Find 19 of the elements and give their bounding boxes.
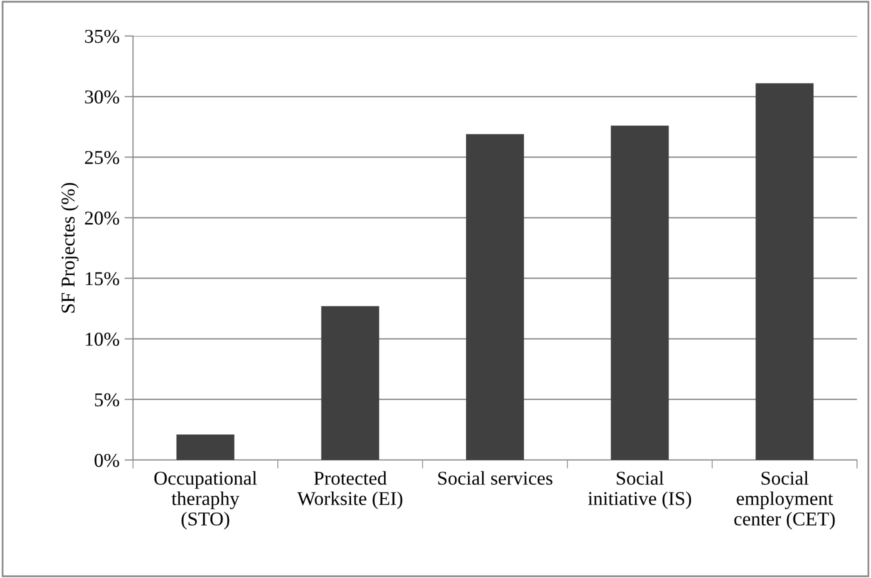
x-tick-label: Occupational theraphy (STO) [154,471,257,530]
y-tick-label: 10% [86,332,120,346]
y-axis-title: SF Projectes (%) [60,182,79,313]
y-tick-label: 15% [86,272,120,286]
bar [756,83,814,460]
x-tick-label: Social services [438,471,552,485]
bar [176,434,234,460]
y-tick-label: 35% [85,30,120,43]
bar [466,134,524,460]
x-tick-label: Social initiative (IS) [588,471,692,510]
y-tick-label: 25% [85,150,120,164]
bar [321,306,380,460]
x-tick-label: Social employment center (CET) [734,471,835,530]
y-tick-label: 0% [94,454,120,467]
bar [610,126,669,460]
x-tick-label: Protected Worksite (EI) [297,471,402,510]
y-tick-label: 20% [85,212,120,225]
y-tick-label: 30% [85,90,120,104]
y-tick-label: 5% [95,393,120,406]
